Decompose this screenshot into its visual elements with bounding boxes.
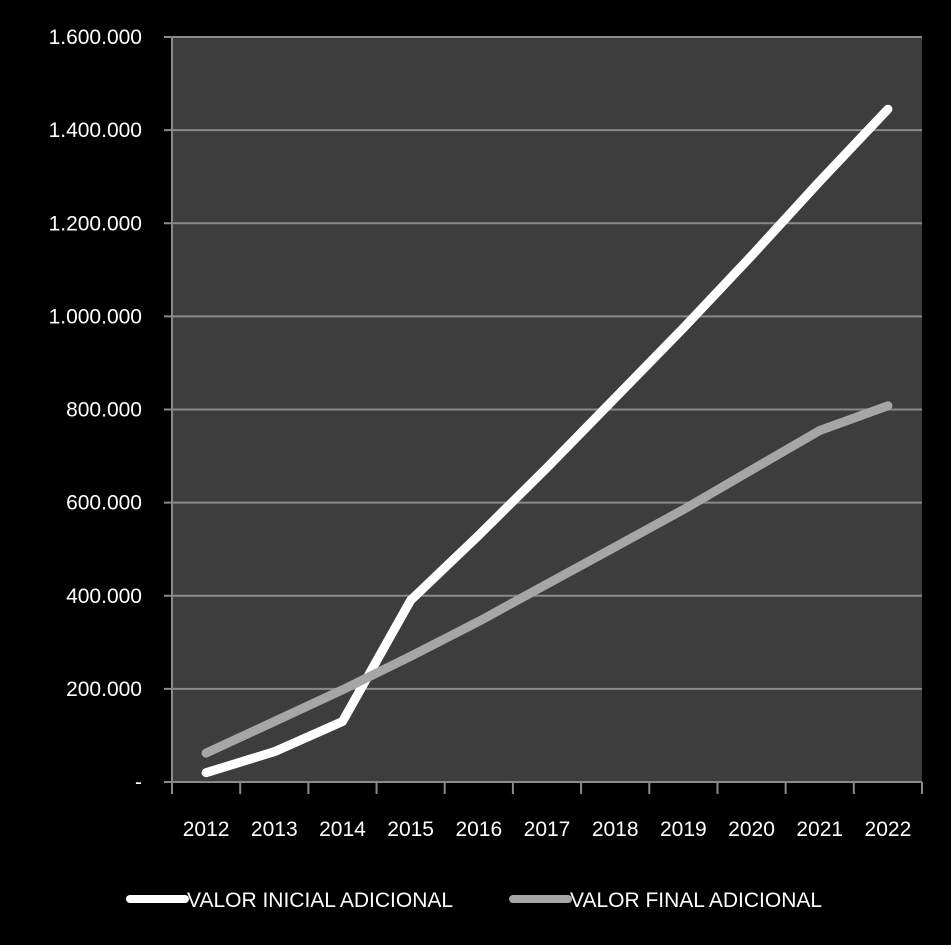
y-tick-label: 200.000 [66, 678, 142, 701]
data-point [205, 772, 207, 774]
data-point [751, 255, 753, 257]
y-tick-label: 600.000 [66, 492, 142, 515]
data-point [410, 599, 412, 601]
y-tick-label: 1.400.000 [49, 119, 142, 142]
data-point [205, 752, 207, 754]
data-point [819, 180, 821, 182]
y-tick-label: 400.000 [66, 585, 142, 608]
y-tick-label: 800.000 [66, 399, 142, 422]
data-point [410, 655, 412, 657]
data-point [273, 720, 275, 722]
x-tick-label: 2019 [660, 818, 707, 841]
x-tick-label: 2017 [524, 818, 571, 841]
x-tick-label: 2013 [251, 818, 298, 841]
data-point [546, 467, 548, 469]
data-point [273, 751, 275, 753]
y-tick-label: 1.000.000 [49, 305, 142, 328]
data-point [478, 534, 480, 536]
x-tick-label: 2018 [592, 818, 639, 841]
y-tick-label: 1.600.000 [49, 26, 142, 49]
x-tick-label: 2022 [865, 818, 912, 841]
x-tick-label: 2014 [319, 818, 366, 841]
data-point [682, 327, 684, 329]
data-point [819, 429, 821, 431]
legend-label: VALOR INICIAL ADICIONAL [187, 889, 453, 912]
data-point [614, 546, 616, 548]
data-point [341, 720, 343, 722]
tick-labels: - 200.000 400.000 600.000 800.000 1.000.000 1.… [49, 26, 912, 841]
x-tick-label: 2012 [183, 818, 230, 841]
data-point [614, 397, 616, 399]
data-point [341, 689, 343, 691]
y-tick-label: 1.200.000 [49, 212, 142, 235]
x-tick-label: 2015 [387, 818, 434, 841]
series-lines [201, 104, 893, 778]
x-tick-label: 2020 [728, 818, 775, 841]
legend: VALOR INICIAL ADICIONAL VALOR FINAL ADICI… [126, 889, 822, 912]
legend-label: VALOR FINAL ADICIONAL [570, 889, 822, 912]
data-point [682, 509, 684, 511]
data-point [887, 405, 889, 407]
data-point [751, 469, 753, 471]
data-point [478, 620, 480, 622]
data-point [887, 108, 889, 110]
axes [164, 36, 923, 794]
gridlines [172, 36, 922, 690]
y-tick-label: - [135, 771, 142, 794]
data-point [546, 583, 548, 585]
x-tick-label: 2016 [455, 818, 502, 841]
x-tick-label: 2021 [796, 818, 843, 841]
